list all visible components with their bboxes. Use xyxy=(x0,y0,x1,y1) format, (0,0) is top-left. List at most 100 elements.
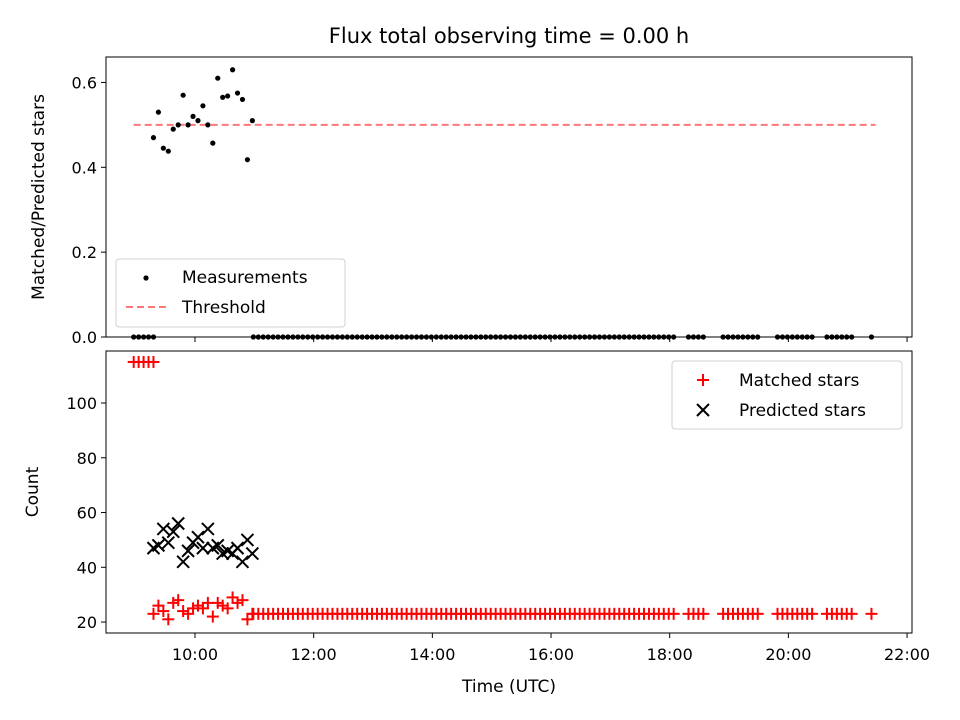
x-stroke xyxy=(171,516,185,531)
bottom-axes-frame xyxy=(105,350,913,634)
x-stroke xyxy=(176,555,190,569)
x-stroke xyxy=(166,524,180,539)
y-tick-label: 20 xyxy=(77,613,97,632)
x-tick-label: 20:00 xyxy=(765,645,811,664)
bottom-panel: 20 40 60 80 100 10:00 12:00 14:00 16:00 18:00 20:0… xyxy=(23,350,930,697)
x-stroke xyxy=(161,535,176,550)
x-stroke xyxy=(245,546,260,561)
predicted-star-point xyxy=(240,533,255,547)
predicted-star-point xyxy=(171,516,185,531)
predicted-star-point xyxy=(181,544,195,558)
measurement-point xyxy=(229,67,236,73)
x-tick-label: 14:00 xyxy=(409,645,455,664)
legend-marker-measurements xyxy=(143,275,149,281)
legend-label-predicted: Predicted stars xyxy=(739,401,866,421)
matched-star-point xyxy=(865,607,878,620)
x-tick-label: 10:00 xyxy=(172,645,218,664)
predicted-star-point xyxy=(196,541,210,555)
legend-marker-matched xyxy=(697,374,709,386)
y-tick-label: 0.4 xyxy=(72,158,97,177)
measurement-point xyxy=(150,135,157,141)
legend-label-measurements: Measurements xyxy=(182,268,308,288)
bottom-legend: Matched stars Predicted stars xyxy=(671,360,903,430)
measurement-point xyxy=(205,122,211,128)
y-tick-label: 0.0 xyxy=(72,328,97,347)
y-axis-label: Matched/Predicted stars xyxy=(29,94,49,300)
y-tick-label: 100 xyxy=(66,394,97,413)
measurement-point xyxy=(170,126,176,132)
measurement-point xyxy=(215,75,221,81)
measurement-point xyxy=(220,94,226,100)
x-axis-label: Time (UTC) xyxy=(461,677,556,697)
measurement-point xyxy=(185,122,191,128)
measurement-point xyxy=(200,103,206,109)
x-stroke xyxy=(181,544,195,558)
x-stroke xyxy=(196,541,210,555)
predicted-star-point xyxy=(191,530,205,544)
x-tick-label: 12:00 xyxy=(291,645,337,664)
legend-frame xyxy=(115,258,346,328)
matched-star-point xyxy=(162,613,175,626)
measurement-point xyxy=(175,122,181,128)
matched-star-point xyxy=(157,605,170,618)
x-tick-label: 22:00 xyxy=(884,645,930,664)
predicted-star-point xyxy=(161,535,176,550)
chart-title: Flux total observing time = 0.00 h xyxy=(329,24,689,48)
measurement-point xyxy=(180,92,186,98)
measurement-point xyxy=(160,145,166,151)
top-axes-frame xyxy=(105,56,913,338)
x-stroke xyxy=(220,544,235,558)
predicted-star-point xyxy=(201,522,215,536)
y-tick-label: 0.6 xyxy=(72,73,97,92)
x-stroke xyxy=(235,555,250,569)
measurement-point xyxy=(195,118,201,124)
measurement-point xyxy=(225,93,231,99)
predicted-star-point xyxy=(151,538,166,553)
x-stroke xyxy=(230,541,245,555)
y-axis-label: Count xyxy=(23,466,43,517)
y-tick-label: 0.2 xyxy=(72,243,97,262)
measurement-point xyxy=(234,90,241,96)
matched-star-point xyxy=(206,610,219,623)
predicted-star-point xyxy=(245,546,260,561)
predicted-star-point xyxy=(166,524,180,539)
x-stroke xyxy=(156,522,171,536)
legend-label-threshold: Threshold xyxy=(181,298,266,318)
predicted-star-point xyxy=(235,555,250,569)
matched-star-point xyxy=(236,594,249,607)
measurement-point xyxy=(249,118,255,124)
matched-star-point xyxy=(751,607,764,620)
x-stroke xyxy=(201,522,215,536)
predicted-star-point xyxy=(230,541,245,555)
top-panel: Flux total observing time = 0.00 h 0.0 0.2… xyxy=(29,24,913,347)
predicted-star-point xyxy=(211,538,225,553)
legend-marker-predicted xyxy=(696,403,710,417)
matched-star-point xyxy=(172,594,185,607)
legend-frame xyxy=(671,360,903,430)
legend-label-matched: Matched stars xyxy=(739,371,859,391)
matched-star-point xyxy=(221,602,234,615)
measurement-point xyxy=(155,109,162,115)
x-tick-label: 16:00 xyxy=(528,645,574,664)
matched-star-point xyxy=(806,607,819,620)
measurement-point xyxy=(165,148,171,154)
predicted-star-point xyxy=(156,522,171,536)
x-tick-label: 18:00 xyxy=(647,645,693,664)
measurement-point xyxy=(239,96,246,103)
matched-star-point xyxy=(667,607,680,620)
x-stroke xyxy=(240,533,255,547)
predicted-star-point xyxy=(176,555,190,569)
x-stroke xyxy=(696,403,710,417)
measurement-point xyxy=(190,113,196,119)
y-tick-label: 80 xyxy=(77,449,97,468)
matched-star-point xyxy=(147,355,160,368)
top-legend: Measurements Threshold xyxy=(115,258,346,328)
matched-star-point xyxy=(697,607,710,620)
matched-star-point xyxy=(845,607,858,620)
matched-star-point xyxy=(147,607,160,620)
x-stroke xyxy=(151,538,166,553)
y-tick-label: 60 xyxy=(77,504,97,523)
x-stroke xyxy=(211,538,225,553)
x-stroke xyxy=(191,530,205,544)
